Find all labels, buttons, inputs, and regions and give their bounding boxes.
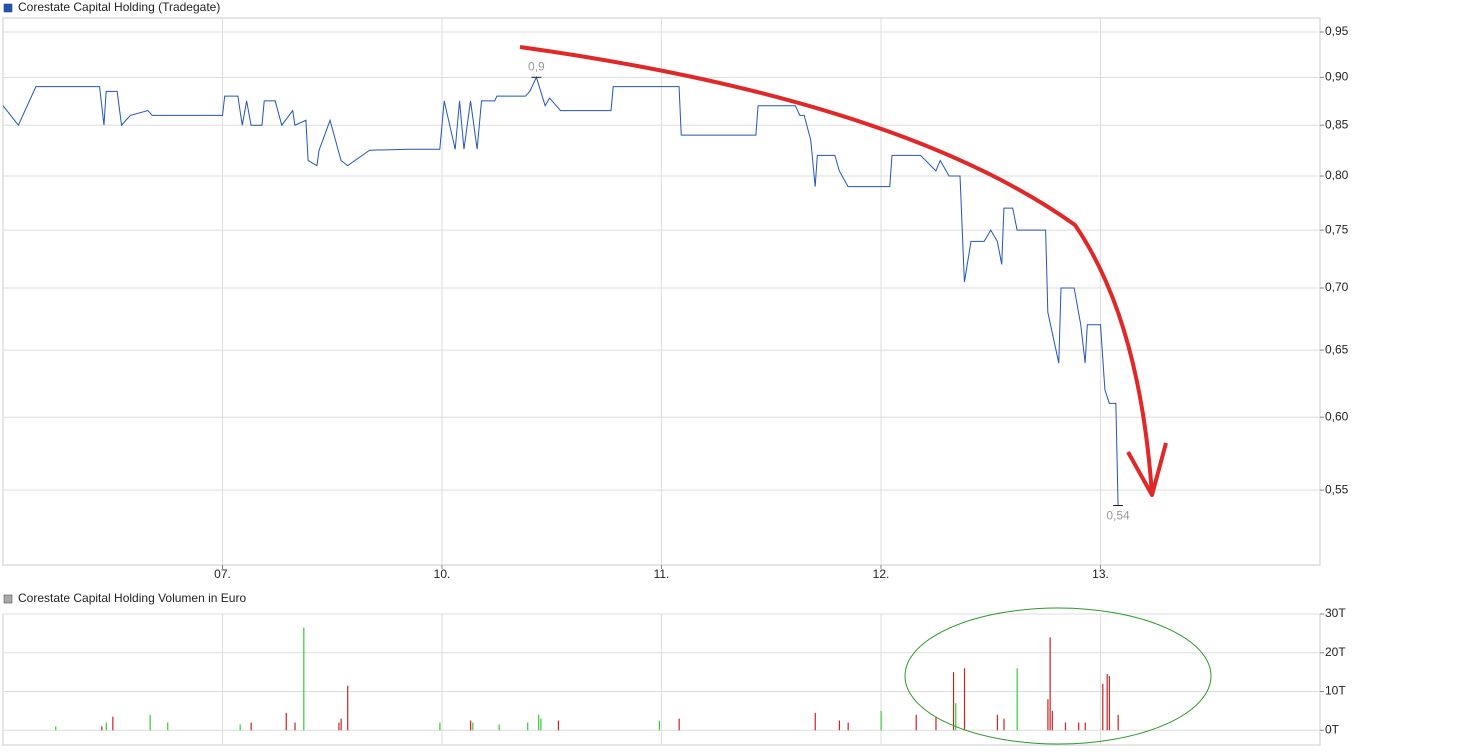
y-tick-label: 0,70 [1325,280,1349,294]
arrow-head [1126,442,1168,497]
volume-bar [1106,674,1108,731]
volume-bar [915,714,917,731]
volume-bar [538,714,540,731]
y-tick-label: 0,75 [1325,222,1349,236]
volume-bar [112,716,114,731]
volume-bar [658,720,661,731]
x-tick-label: 10. [434,567,451,581]
highlight-ellipse [904,607,1212,745]
volume-bar [935,716,937,731]
volume-bar [338,722,340,731]
volume-bar [303,627,305,731]
volume-bar [1078,722,1080,731]
volume-bar [285,712,287,731]
volume-bar [250,722,252,731]
legend-swatch [3,3,13,13]
volume-bar [1064,722,1067,731]
volume-bar [340,718,342,731]
x-tick-label: 12. [873,567,890,581]
volume-bar [472,722,474,731]
max-label: 0,9 [528,59,545,73]
volume-bar [294,722,296,731]
volume-bar [847,722,849,731]
x-tick-label: 07. [214,567,231,581]
volume-bar [540,718,542,731]
volume-bar [1016,668,1018,731]
volume-bar [55,726,57,731]
volume-bar [880,710,882,731]
volume-bar [527,722,529,731]
volume-bar [1049,637,1051,731]
volume-bar [239,724,241,731]
volume-bar [498,724,500,731]
volume-bar [101,726,103,731]
y-tick-label: 0T [1325,722,1340,736]
legend-label: Corestate Capital Holding (Tradegate) [18,0,220,14]
volume-bar [1102,683,1104,731]
volume-bar [996,714,999,731]
volume-bar [470,720,472,731]
y-tick-label: 10T [1325,684,1346,698]
y-tick-label: 0,55 [1325,482,1349,496]
marks: Corestate Capital Holding (Tradegate) 0,5… [2,0,1349,745]
volume-bar [347,685,349,731]
volume-bar [963,668,966,731]
y-tick-label: 0,90 [1325,69,1349,83]
price-line [2,75,1119,506]
volume-bar [1117,714,1119,731]
volume-bar [439,722,441,731]
y-tick-label: 0,65 [1325,342,1349,356]
x-tick-label: 13. [1092,567,1109,581]
volume-bar [1051,710,1053,731]
volume-bar [1108,676,1110,731]
trend-arrow [519,45,1154,496]
volume-bar [167,722,169,731]
legend-label: Corestate Capital Holding Volumen in Eur… [18,591,246,605]
volume-bar [105,722,107,731]
y-tick-label: 0,85 [1325,117,1349,131]
volume-bar [955,703,957,731]
legend-swatch [3,594,13,604]
volume-bar [1047,699,1049,731]
min-label: 0,54 [1106,509,1130,523]
volume-bar [557,720,560,731]
y-tick-label: 30T [1325,606,1346,620]
y-tick-label: 0,95 [1325,24,1349,38]
y-tick-label: 0,80 [1325,168,1349,182]
volume-bar [1003,718,1005,731]
x-tick-label: 11. [654,567,670,581]
volume-bar [678,718,680,731]
y-tick-label: 0,60 [1325,409,1349,423]
volume-bar [952,672,955,731]
y-tick-label: 20T [1325,645,1346,659]
volume-bar [838,720,840,731]
volume-bar [149,714,151,731]
volume-bar [1084,722,1086,731]
volume-bar [814,712,816,731]
